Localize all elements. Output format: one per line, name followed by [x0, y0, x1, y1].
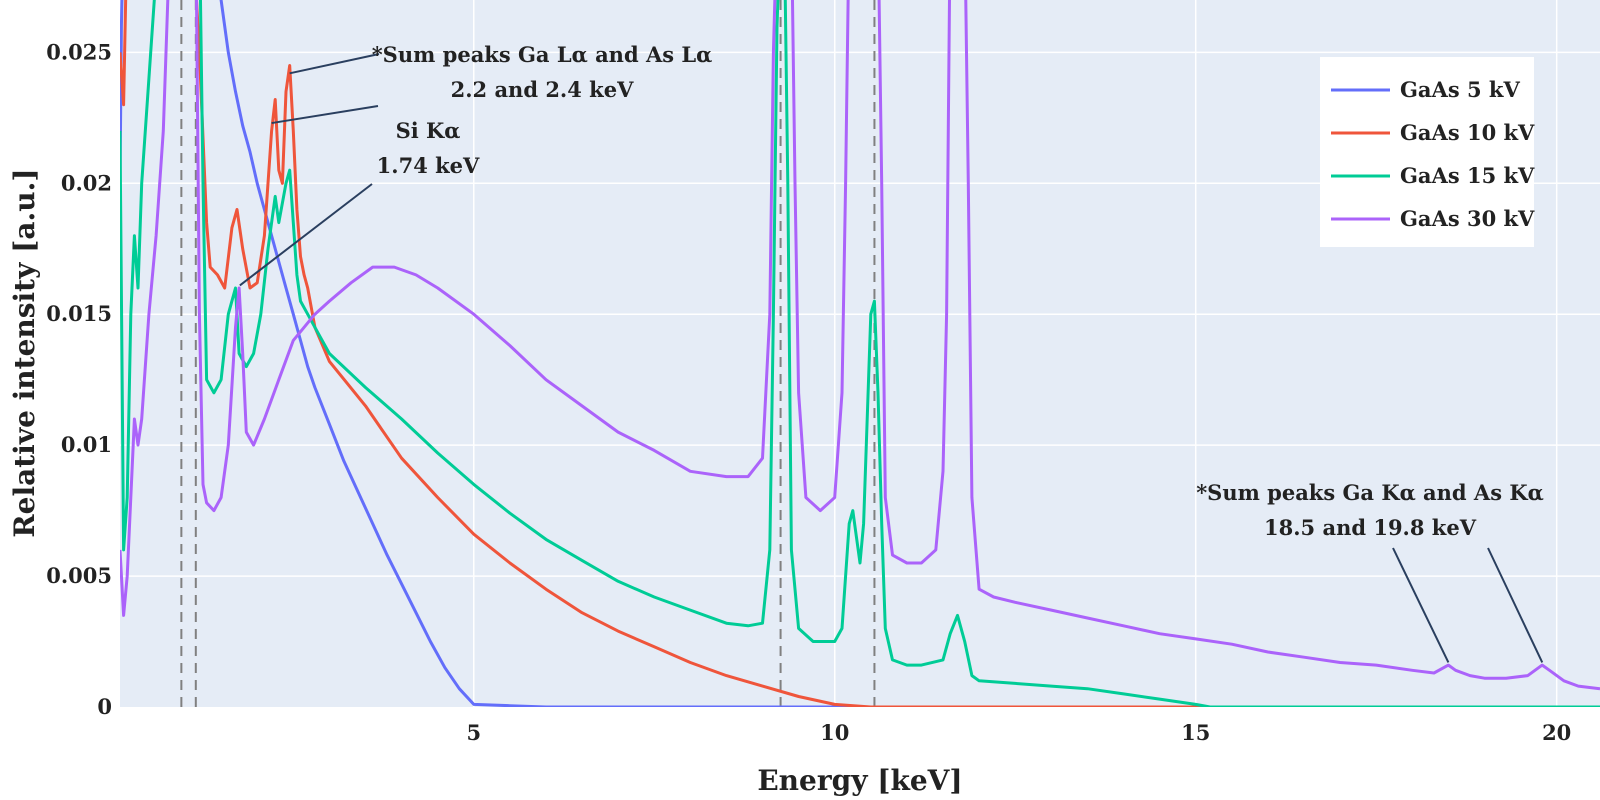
series-line-1	[120, 0, 1600, 707]
annotation-arrow-sum-l-2	[271, 105, 379, 125]
annotation-text-sum-k-1: *Sum peaks Ga Kα and As Kα	[1196, 480, 1544, 505]
legend-label-4: GaAs 30 kV	[1400, 206, 1535, 231]
x-axis-title: Energy [keV]	[757, 764, 962, 797]
x-tick-label-20: 20	[1542, 720, 1571, 745]
x-tick-label-10: 10	[820, 720, 849, 745]
series-layer	[120, 0, 1600, 707]
y-tick-label-0.015: 0.015	[46, 301, 112, 326]
annotation-text-sum-l-1: *Sum peaks Ga Lα and As Lα	[372, 42, 713, 67]
y-tick-label-0.005: 0.005	[46, 563, 112, 588]
y-tick-label-0.025: 0.025	[46, 39, 112, 64]
annotation-text-si-ka-2: 1.74 keV	[377, 153, 480, 178]
annotation-arrow-sum-k-2	[1487, 547, 1544, 663]
annotation-arrow-si-ka-1	[239, 183, 373, 287]
tick-labels: 5 10 15 20 0 0.005 0.01 0.015 0.02 0.025	[46, 39, 1571, 745]
y-tick-label-0: 0	[97, 694, 112, 719]
legend-label-2: GaAs 10 kV	[1400, 120, 1535, 145]
annotation-arrow-sum-l-1	[289, 53, 380, 75]
grid-layer	[120, 0, 1600, 707]
annotations-layer: *Sum peaks Ga Lα and As Lα 2.2 and 2.4 ke…	[239, 42, 1544, 663]
y-tick-label-0.02: 0.02	[61, 170, 112, 195]
annotation-text-sum-k-2: 18.5 and 19.8 keV	[1264, 515, 1477, 540]
y-axis-title: Relative intensity [a.u.]	[8, 168, 41, 537]
legend: GaAs 5 kV GaAs 10 kV GaAs 15 kV GaAs 30 kV	[1320, 57, 1535, 247]
x-tick-label-5: 5	[466, 720, 481, 745]
y-tick-label-0.01: 0.01	[61, 432, 112, 457]
x-tick-label-15: 15	[1181, 720, 1210, 745]
annotation-arrow-sum-k-1	[1392, 547, 1450, 663]
legend-label-3: GaAs 15 kV	[1400, 163, 1535, 188]
annotation-text-si-ka-1: Si Kα	[396, 118, 461, 143]
series-line-4	[120, 0, 1600, 691]
legend-label-1: GaAs 5 kV	[1400, 77, 1520, 102]
series-line-3	[120, 0, 1600, 707]
annotation-text-sum-l-2: 2.2 and 2.4 keV	[451, 77, 634, 102]
